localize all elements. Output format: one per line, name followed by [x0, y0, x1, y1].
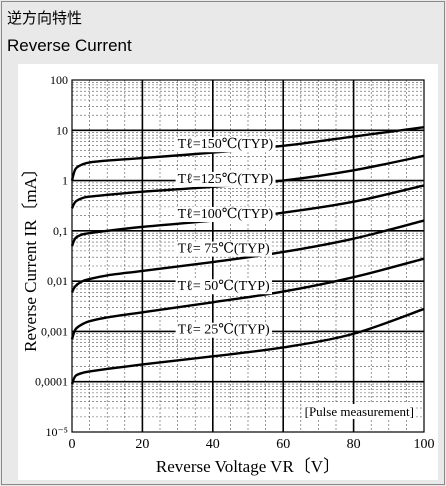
x-tick-label: 60 [276, 437, 290, 452]
y-tick-label: 100 [50, 73, 68, 87]
series-line-5 [70, 307, 425, 385]
x-tick-label: 80 [347, 437, 361, 452]
series-label-backing [175, 171, 276, 187]
y-tick-label: 0,01 [47, 274, 68, 288]
plot-border [71, 79, 425, 433]
series-label-1: Tℓ=125℃(TYP) [178, 172, 274, 187]
x-tick-label: 100 [414, 437, 435, 452]
pulse-measurement-annotation: [Pulse measurement] [302, 404, 416, 419]
series-label-backing [175, 279, 273, 295]
chart-title: Reverse Current [7, 36, 132, 55]
y-axis-label: Reverse Current IR〔mA〕 [21, 160, 40, 352]
x-axis-label: Reverse Voltage VR〔V〕 [156, 457, 340, 476]
series-label-3: Tℓ= 75℃(TYP) [178, 242, 270, 257]
series-line-3 [70, 219, 425, 293]
series-line-2 [70, 184, 425, 247]
x-axis-tick-labels: 0 20 40 60 80 100 [69, 437, 435, 452]
series-labels: Tℓ=150℃(TYP) Tℓ=125℃(TYP) Tℓ=100℃(TYP) Tℓ= … [175, 137, 276, 338]
y-tick-label: 1 [62, 174, 68, 188]
series-label-backing [175, 207, 276, 223]
series-label-backing [175, 322, 273, 338]
series-label-0: Tℓ=150℃(TYP) [178, 137, 274, 152]
annotation-backing [302, 404, 416, 419]
chart-title-japanese: 逆方向特性 [7, 9, 83, 27]
annotation-text: [Pulse measurement] [305, 404, 414, 419]
series-label-2: Tℓ=100℃(TYP) [178, 207, 274, 222]
y-tick-label: 0,001 [41, 324, 68, 338]
series-line-1 [70, 154, 425, 209]
x-tick-label: 20 [135, 437, 149, 452]
series-label-4: Tℓ= 50℃(TYP) [178, 279, 270, 294]
y-tick-label: 10⁻⁵ [45, 425, 68, 439]
y-tick-label: 0,1 [53, 224, 68, 238]
series-label-backing [175, 137, 276, 153]
series-label-5: Tℓ= 25℃(TYP) [178, 323, 270, 338]
series-lines [70, 126, 425, 385]
y-tick-label: 10 [56, 123, 68, 137]
y-axis-tick-labels: 10⁻⁵ 0,0001 0,001 0,01 0,1 1 10 100 [35, 73, 68, 439]
series-line-4 [70, 257, 425, 340]
series-line-0 [70, 126, 425, 181]
x-tick-label: 40 [206, 437, 220, 452]
series-label-backing [175, 241, 273, 257]
y-tick-label: 0,0001 [35, 375, 68, 389]
x-tick-label: 0 [69, 437, 76, 452]
